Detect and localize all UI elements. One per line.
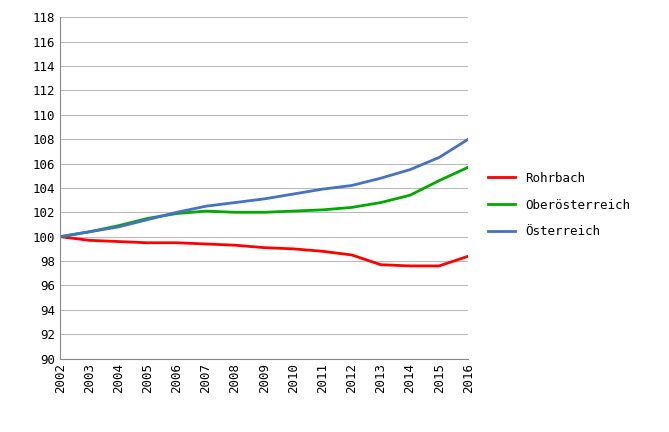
Österreich [464, 137, 472, 142]
Oberösterreich [260, 210, 268, 215]
Line: Rohrbach: Rohrbach [60, 237, 468, 266]
Legend: Rohrbach, Oberösterreich, Österreich: Rohrbach, Oberösterreich, Österreich [483, 167, 635, 243]
Line: Oberösterreich: Oberösterreich [60, 167, 468, 237]
Rohrbach [406, 264, 414, 269]
Rohrbach [348, 252, 356, 257]
Rohrbach [290, 246, 298, 251]
Österreich [290, 191, 298, 197]
Oberösterreich [56, 234, 64, 239]
Rohrbach [114, 239, 122, 244]
Oberösterreich [86, 229, 94, 235]
Österreich [202, 203, 210, 209]
Oberösterreich [318, 207, 326, 213]
Rohrbach [231, 243, 239, 248]
Österreich [260, 196, 268, 201]
Rohrbach [377, 262, 385, 267]
Oberösterreich [231, 210, 239, 215]
Österreich [144, 217, 152, 222]
Oberösterreich [202, 209, 210, 214]
Rohrbach [144, 240, 152, 245]
Rohrbach [318, 249, 326, 254]
Österreich [435, 155, 443, 160]
Rohrbach [435, 264, 443, 269]
Oberösterreich [348, 205, 356, 210]
Oberösterreich [464, 165, 472, 170]
Österreich [56, 234, 64, 239]
Österreich [348, 183, 356, 188]
Rohrbach [56, 234, 64, 239]
Rohrbach [173, 240, 181, 245]
Oberösterreich [173, 211, 181, 216]
Rohrbach [464, 254, 472, 259]
Rohrbach [202, 241, 210, 247]
Oberösterreich [435, 178, 443, 183]
Rohrbach [260, 245, 268, 250]
Oberösterreich [114, 223, 122, 228]
Österreich [318, 187, 326, 192]
Line: Österreich: Österreich [60, 139, 468, 237]
Rohrbach [86, 238, 94, 243]
Oberösterreich [144, 216, 152, 221]
Österreich [377, 175, 385, 181]
Österreich [114, 224, 122, 229]
Oberösterreich [377, 200, 385, 205]
Oberösterreich [406, 193, 414, 198]
Österreich [406, 167, 414, 172]
Österreich [231, 200, 239, 205]
Österreich [173, 210, 181, 215]
Oberösterreich [290, 209, 298, 214]
Österreich [86, 229, 94, 235]
